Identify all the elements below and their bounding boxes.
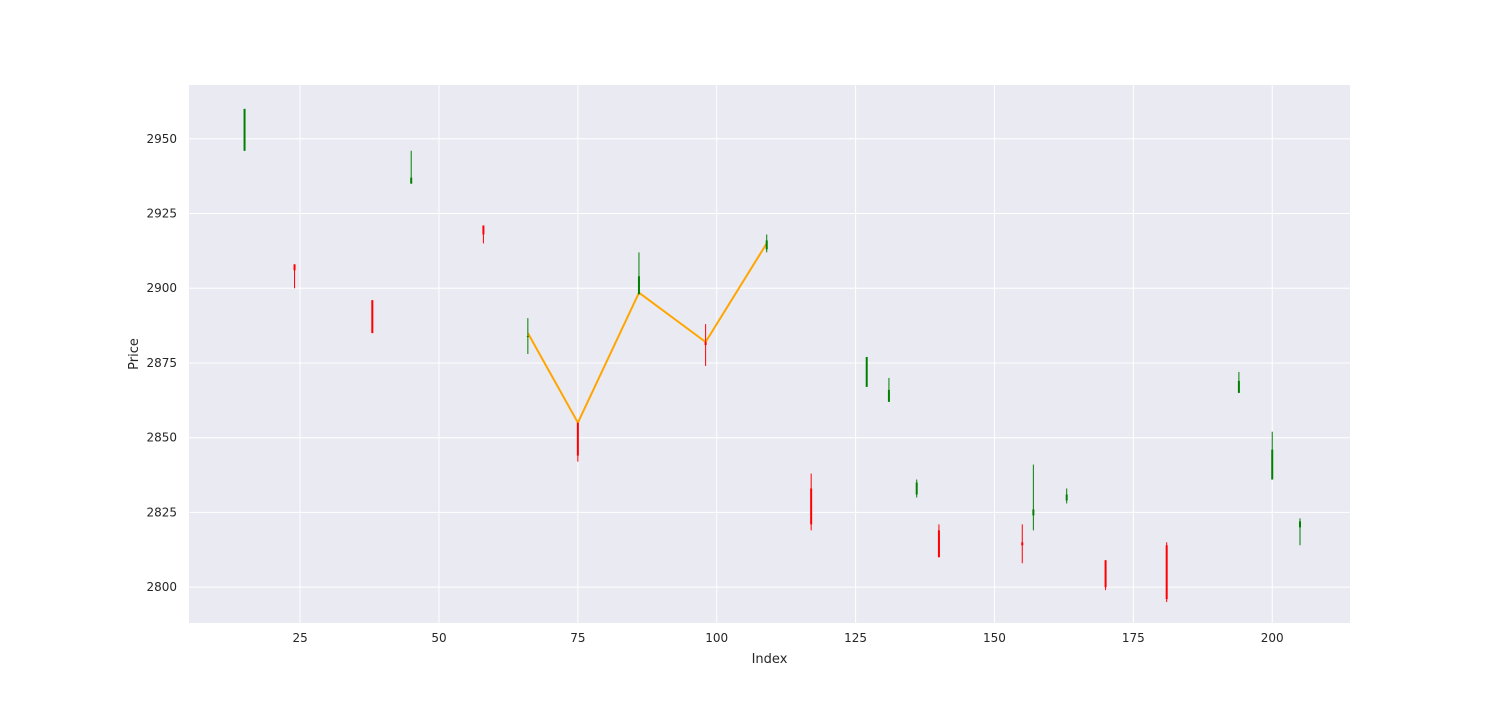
candle-up: [637, 252, 640, 295]
candle-down: [482, 225, 485, 244]
candle-down: [937, 524, 940, 558]
y-tick-label: 2900: [146, 281, 177, 295]
candle-body: [1032, 509, 1035, 516]
tick-labels: 25 50 75 100 125 150 175 200 2800 2825 2850 2875 290…: [146, 132, 1283, 645]
y-tick-label: 2825: [146, 505, 177, 519]
candle-up: [1299, 518, 1302, 546]
candles: [243, 108, 1302, 603]
plot-area: [189, 85, 1350, 623]
y-tick-label: 2800: [146, 580, 177, 594]
candle-body: [1165, 545, 1168, 600]
candle-down: [1165, 542, 1168, 603]
x-tick-label: 75: [570, 631, 585, 645]
candle-up: [915, 479, 918, 498]
candle-up: [887, 377, 890, 402]
candle-up: [1065, 488, 1068, 504]
candle-down: [293, 264, 296, 289]
candle-body: [243, 108, 246, 151]
x-axis-label: Index: [752, 652, 788, 667]
candle-body: [526, 336, 529, 338]
candle-up: [1271, 431, 1274, 480]
x-tick-label: 100: [705, 631, 728, 645]
candle-down: [371, 300, 374, 334]
candle-body: [576, 422, 579, 456]
candle-body: [293, 264, 296, 271]
candle-up: [1237, 371, 1240, 393]
candle-down: [704, 324, 707, 366]
candle-down: [576, 422, 579, 462]
x-tick-label: 25: [292, 631, 307, 645]
candle-body: [1237, 380, 1240, 393]
y-tick-label: 2950: [146, 132, 177, 146]
candle-down: [1021, 524, 1024, 564]
candle-up: [526, 318, 529, 354]
candle-body: [1299, 521, 1302, 528]
candle-body: [915, 482, 918, 495]
y-axis-label: Price: [127, 338, 142, 370]
candle-body: [637, 276, 640, 295]
candle-up: [865, 356, 868, 387]
candle-body: [482, 225, 485, 235]
candle-up: [243, 108, 246, 151]
candle-body: [1065, 494, 1068, 501]
y-tick-label: 2875: [146, 356, 177, 370]
x-tick-label: 200: [1261, 631, 1284, 645]
x-tick-label: 175: [1122, 631, 1145, 645]
candle-up: [410, 150, 413, 184]
candle-body: [887, 389, 890, 402]
candle-up: [1032, 464, 1035, 531]
candle-body: [1271, 449, 1274, 480]
candle-body: [410, 177, 413, 184]
x-tick-label: 150: [983, 631, 1006, 645]
candle-body: [865, 356, 868, 387]
candle-body: [810, 488, 813, 525]
candle-body: [371, 300, 374, 334]
candle-down: [1104, 560, 1107, 591]
grid: [189, 85, 1350, 623]
y-tick-label: 2850: [146, 431, 177, 445]
candle-body: [1021, 542, 1024, 546]
x-tick-label: 125: [844, 631, 867, 645]
candle-body: [765, 240, 768, 250]
candle-up: [765, 234, 768, 253]
candle-down: [810, 473, 813, 531]
candle-body: [937, 530, 940, 558]
candle-body: [1104, 560, 1107, 588]
y-tick-label: 2925: [146, 207, 177, 221]
candle-body: [704, 342, 707, 346]
x-tick-label: 50: [431, 631, 446, 645]
